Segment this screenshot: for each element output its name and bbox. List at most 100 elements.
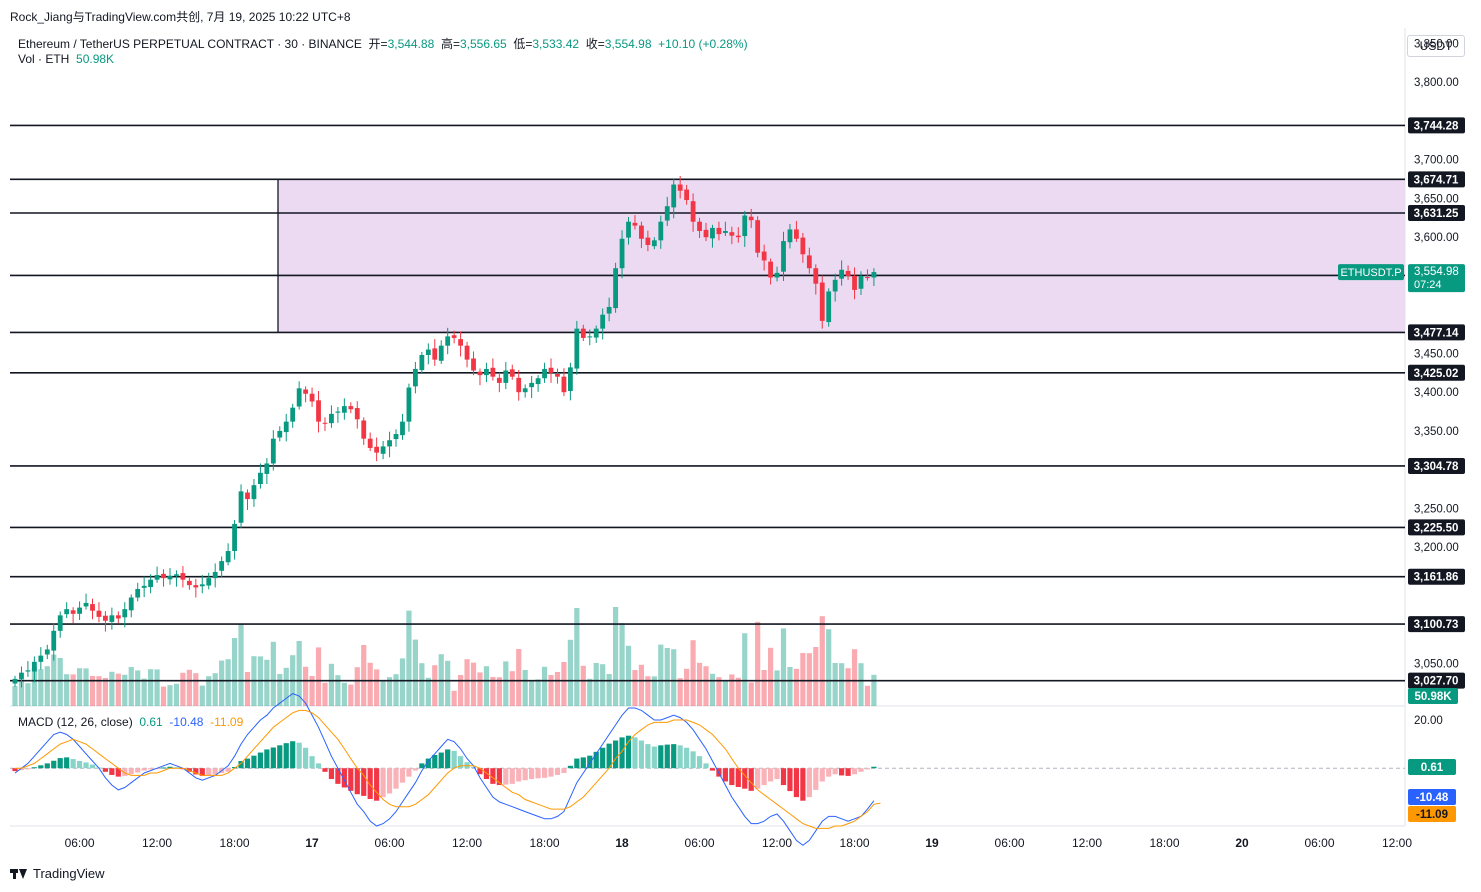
- candle-body: [25, 670, 31, 672]
- candle-body: [826, 291, 832, 323]
- volume-bar: [716, 677, 722, 706]
- macd-histogram-bar: [658, 745, 664, 769]
- candle-body: [703, 229, 709, 238]
- macd-histogram-bar: [774, 768, 780, 780]
- candle-body: [806, 255, 812, 269]
- level-price-label: 3,304.78: [1414, 461, 1459, 473]
- macd-histogram-bar: [135, 768, 141, 773]
- time-tick-label: 18:00: [530, 836, 560, 850]
- volume-bar: [322, 682, 328, 706]
- candle-body: [31, 661, 37, 672]
- candle-body: [613, 268, 618, 309]
- level-tag: [1408, 171, 1465, 188]
- volume-bar: [761, 670, 767, 706]
- candle-body: [103, 615, 108, 621]
- macd-histogram-bar: [470, 767, 477, 769]
- volume-bar: [800, 653, 806, 706]
- candle-body: [70, 610, 76, 614]
- macd-histogram-bar: [593, 751, 599, 769]
- volume-bar: [490, 677, 496, 706]
- volume-bar: [76, 668, 83, 706]
- volume-bar: [244, 672, 251, 706]
- volume-bar: [645, 676, 651, 706]
- candle-body: [509, 369, 515, 377]
- time-tick-label: 06:00: [375, 836, 405, 850]
- candle-body: [251, 485, 257, 500]
- volume-bar: [83, 668, 89, 706]
- level-price-label: 3,161.86: [1414, 572, 1459, 584]
- candle-body: [90, 604, 95, 611]
- tradingview-footer[interactable]: TradingView: [10, 866, 105, 881]
- currency-selector[interactable]: USDT: [1407, 35, 1465, 57]
- volume-bar: [819, 616, 825, 706]
- volume-bar: [64, 674, 70, 706]
- candle-body: [742, 215, 748, 237]
- macd-histogram-bar: [44, 763, 50, 769]
- volume-bar: [380, 680, 386, 706]
- macd-histogram-bar: [503, 768, 509, 785]
- time-tick-label: 12:00: [142, 836, 172, 850]
- candle-body: [813, 268, 819, 284]
- volume-bar: [580, 665, 586, 706]
- candle-body: [167, 575, 173, 580]
- macd-legend-label[interactable]: MACD (12, 26, close): [18, 715, 133, 729]
- volume-bar: [483, 666, 490, 706]
- candle-body: [865, 277, 870, 279]
- macd-histogram-bar: [277, 745, 283, 769]
- macd-histogram-bar: [270, 747, 276, 769]
- candle-body: [186, 580, 192, 586]
- macd-histogram-bar: [671, 744, 677, 769]
- volume-bar: [432, 665, 438, 706]
- candle-body: [432, 348, 438, 360]
- macd-histogram-bar: [806, 768, 812, 798]
- macd-histogram-bar: [742, 768, 748, 789]
- macd-histogram-bar: [748, 768, 754, 791]
- price-tick-label: 3,200.00: [1414, 542, 1459, 554]
- volume-bar: [193, 673, 199, 706]
- price-tick-label: 3,450.00: [1414, 348, 1459, 360]
- candle-body: [871, 272, 877, 278]
- macd-histogram-bar: [516, 768, 522, 782]
- volume-bar: [199, 685, 205, 706]
- volume-bar: [477, 672, 483, 706]
- candle-body: [38, 655, 44, 662]
- macd-histogram-bar: [141, 768, 147, 771]
- volume-bar: [367, 662, 373, 706]
- candle-body: [19, 672, 24, 679]
- candle-body: [858, 275, 864, 289]
- macd-hist-tag: [1408, 759, 1456, 775]
- macd-histogram-bar: [554, 768, 561, 775]
- volume-bar: [128, 667, 134, 706]
- price-tick-label: 3,650.00: [1414, 193, 1459, 205]
- candle-body: [839, 269, 845, 279]
- volume-label[interactable]: Vol · ETH: [18, 52, 70, 66]
- macd-histogram-bar: [735, 768, 741, 787]
- candle-body: [270, 438, 276, 464]
- volume-bar: [458, 675, 464, 706]
- candle-body: [484, 368, 489, 376]
- macd-histogram-bar: [496, 768, 502, 786]
- candle-body: [154, 575, 160, 580]
- candle-body: [606, 306, 612, 314]
- macd-histogram-bar: [858, 768, 864, 772]
- macd-histogram-bar: [606, 743, 612, 769]
- macd-tick-label: 20.00: [1414, 715, 1443, 727]
- candle-body: [141, 585, 147, 588]
- symbol-name[interactable]: Ethereum / TetherUS PERPETUAL CONTRACT ·…: [18, 37, 362, 51]
- volume-bar: [606, 674, 612, 706]
- candle-body: [651, 240, 657, 247]
- zone-layer: [277, 179, 1405, 333]
- macd-histogram-bar: [477, 768, 483, 775]
- volume-bar: [296, 641, 302, 706]
- volume-bar: [780, 628, 787, 706]
- candle-body: [148, 579, 154, 588]
- volume-bar: [619, 623, 625, 706]
- macd-histogram-bar: [315, 763, 322, 769]
- candle-body: [425, 349, 431, 355]
- candle-body: [361, 420, 367, 439]
- volume-legend: Vol · ETH 50.98K: [18, 52, 114, 66]
- candle-body: [561, 376, 567, 393]
- volume-bar: [839, 663, 845, 706]
- macd-histogram-bar: [160, 767, 167, 769]
